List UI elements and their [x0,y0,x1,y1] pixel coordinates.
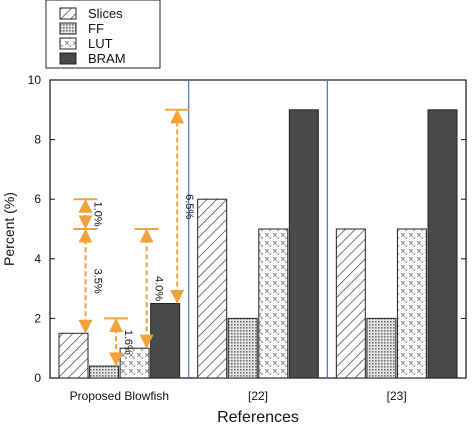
bar-bram-1 [150,303,181,379]
x-axis-label: References [217,409,299,426]
bar-lut-3 [396,228,427,379]
legend-label-ff: FF [88,21,104,36]
y-tick-label: 6 [34,192,41,206]
annotations: 1.0% 3.5% 1.6% 4.0% 6.5% [73,108,195,367]
y-tick-label: 10 [28,73,42,87]
plot-area [49,79,467,379]
legend-label-slices: Slices [88,6,123,21]
bar-lut-2 [258,228,289,379]
annotation-label: 1.0% [92,202,104,227]
bar-slices-1 [58,332,89,379]
annotation-label: 4.0% [153,276,165,301]
y-tick-label: 0 [34,371,41,385]
legend-swatch-bram [59,52,77,65]
bar-ff-1 [89,365,120,379]
bar-lut-1 [119,347,150,379]
bar-ff-2 [227,317,258,379]
x-axis-categories: Proposed Blowfish [22] [23] [70,389,407,403]
legend-label-lut: LUT [88,36,113,51]
legend-swatch-lut [59,37,77,50]
x-category-label: [22] [248,389,268,403]
legend-label-bram: BRAM [88,51,126,66]
bar-ff-3 [366,317,397,379]
legend-swatch-ff [59,22,77,35]
annotation-label: 1.6% [122,330,134,355]
bar-bram-2 [288,109,319,379]
annotation-label: 3.5% [92,269,104,294]
y-axis-label: Percent (%) [1,192,17,266]
y-tick-label: 2 [34,311,41,325]
bars [58,109,458,379]
y-axis: 0 2 4 6 8 10 [28,73,466,385]
bar-bram-3 [427,109,458,379]
x-category-label: [23] [387,389,407,403]
y-tick-label: 4 [34,252,41,266]
x-category-label: Proposed Blowfish [70,389,169,403]
annotation-label: 6.5% [183,194,195,219]
bar-slices-3 [335,228,366,379]
legend-swatch-slices [59,7,77,20]
y-tick-label: 8 [34,133,41,147]
category-dividers [188,80,328,378]
bar-slices-2 [197,198,228,379]
